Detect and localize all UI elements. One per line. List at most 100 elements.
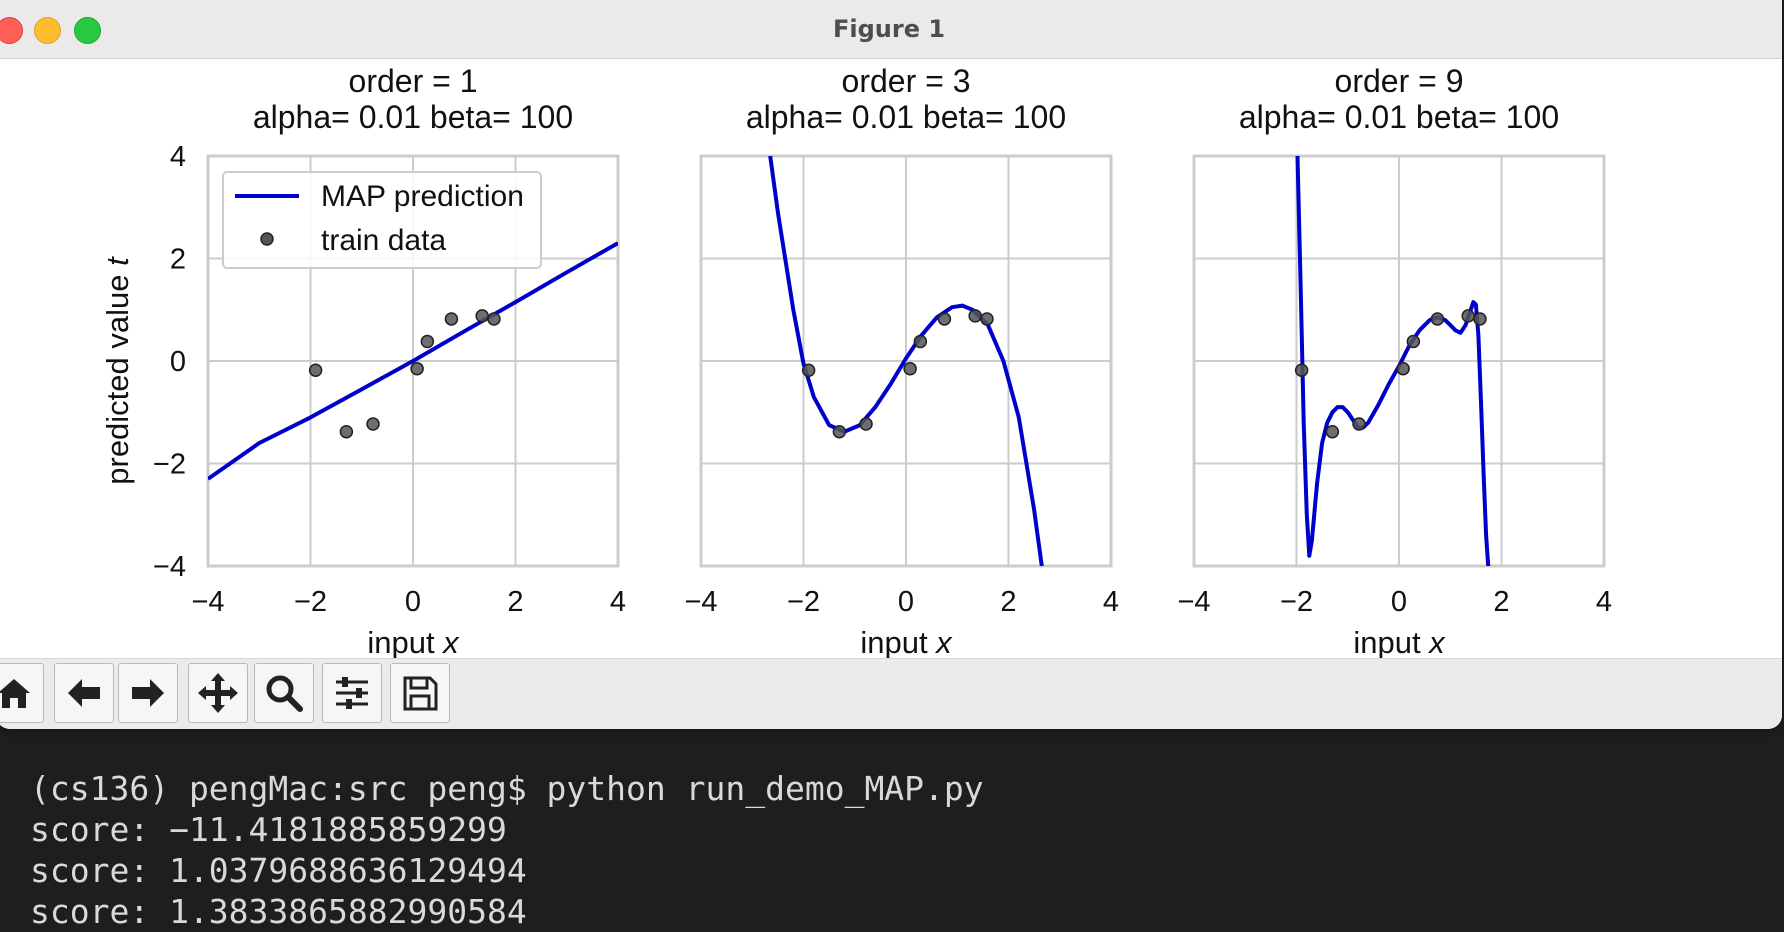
legend-label: train data — [321, 224, 446, 257]
arrow-right-icon — [132, 679, 164, 707]
y-tick-label: −4 — [153, 551, 186, 583]
y-tick-label: 2 — [170, 244, 186, 276]
x-tick-label: −2 — [1280, 586, 1313, 618]
x-axis-label: input x — [1353, 625, 1446, 658]
y-tick-label: 0 — [170, 346, 186, 378]
train-data-point — [1294, 363, 1309, 377]
move-icon — [198, 673, 238, 713]
train-data-point — [339, 424, 354, 439]
arrow-left-icon — [68, 679, 100, 707]
x-tick-label: 2 — [1000, 586, 1016, 618]
terminal-line: (cs136) pengMac:src peng$ python run_dem… — [30, 769, 984, 808]
save-figure-button[interactable] — [390, 663, 450, 723]
map-prediction-line — [1295, 156, 1491, 566]
train-data-point — [1325, 424, 1340, 439]
subplot-title-line1: order = 1 — [349, 63, 478, 99]
subplot-2 — [699, 154, 1113, 568]
x-axis-label-var: x — [441, 625, 460, 658]
subplot-title-line2: alpha= 0.01 beta= 100 — [1239, 99, 1559, 135]
subplot-title-line1: order = 9 — [1335, 63, 1464, 99]
home-button[interactable] — [0, 663, 44, 723]
x-tick-label: 2 — [1493, 586, 1509, 618]
y-axis-label-text: predicted value — [100, 266, 135, 485]
train-data-point — [859, 417, 873, 431]
train-data-point — [913, 334, 928, 349]
x-axis-label: input x — [367, 625, 460, 658]
x-tick-label: −2 — [294, 586, 327, 618]
train-data-point — [903, 361, 917, 376]
subplot-3 — [1192, 154, 1606, 568]
train-data-point — [1352, 417, 1366, 431]
pan-button[interactable] — [188, 663, 248, 723]
train-data-point — [308, 363, 323, 377]
figure-window: Figure 1 order = 1 alpha= 0.01 beta= 100−… — [0, 0, 1782, 729]
y-axis-label: predicted value t — [100, 256, 135, 485]
window-title: Figure 1 — [832, 15, 946, 43]
x-axis-label-text: input — [1353, 625, 1429, 658]
magnifier-icon — [266, 675, 303, 712]
train-data-point — [366, 417, 380, 431]
x-tick-label: 0 — [1391, 586, 1407, 618]
close-button[interactable] — [0, 17, 23, 44]
x-tick-label: −4 — [1177, 586, 1210, 618]
x-axis-label-text: input — [860, 625, 936, 658]
title-bar[interactable]: Figure 1 — [0, 0, 1782, 59]
legend-point-swatch — [260, 232, 274, 246]
y-tick-label: 4 — [170, 141, 186, 173]
subplot-title-line2: alpha= 0.01 beta= 100 — [746, 99, 1066, 135]
y-axis-label-var: t — [100, 256, 135, 266]
x-tick-label: −2 — [787, 586, 820, 618]
x-tick-label: 4 — [610, 586, 626, 618]
train-data-point — [1430, 312, 1445, 326]
x-tick-label: 0 — [405, 586, 421, 618]
train-data-point — [832, 424, 847, 439]
minimize-button[interactable] — [34, 17, 61, 44]
train-data-point — [968, 309, 982, 323]
train-data-point — [420, 334, 435, 349]
back-button[interactable] — [54, 663, 114, 723]
x-axis-label-var: x — [934, 625, 953, 658]
train-data-point — [475, 309, 489, 323]
train-data-point — [487, 312, 501, 326]
x-tick-label: 2 — [507, 586, 523, 618]
axes-frame — [699, 154, 1113, 568]
train-data-point — [937, 312, 952, 326]
x-tick-label: 4 — [1596, 586, 1612, 618]
train-data-point — [1473, 312, 1487, 326]
home-icon — [0, 679, 30, 708]
x-axis-label-text: input — [367, 625, 443, 658]
x-tick-label: −4 — [191, 586, 224, 618]
axes-frame — [1192, 154, 1606, 568]
map-prediction-line — [208, 241, 618, 481]
zoom-button[interactable] — [254, 663, 314, 723]
floppy-disk-icon — [403, 676, 438, 711]
zoom-window-button[interactable] — [74, 17, 101, 44]
train-data-point — [1406, 334, 1421, 349]
subplot-title-line2: alpha= 0.01 beta= 100 — [253, 99, 573, 135]
subplot-title-line1: order = 3 — [842, 63, 971, 99]
x-axis-label-var: x — [1427, 625, 1446, 658]
x-tick-label: 0 — [898, 586, 914, 618]
terminal-line: score: 1.0379688636129494 — [30, 851, 527, 890]
train-data-point — [980, 312, 994, 326]
terminal-line: score: −11.4181885859299 — [30, 810, 507, 849]
legend-label: MAP prediction — [321, 180, 524, 213]
y-tick-label: −2 — [153, 449, 186, 481]
terminal-output: (cs136) pengMac:src peng$ python run_dem… — [30, 768, 984, 932]
terminal-line: score: 1.3833865882990584 — [30, 892, 527, 931]
sliders-icon — [336, 677, 368, 709]
axes-frame — [206, 154, 620, 568]
navigation-toolbar — [0, 658, 1782, 729]
x-axis-label: input x — [860, 625, 953, 658]
subplot-1 — [206, 154, 620, 568]
train-data-point — [410, 361, 424, 376]
configure-subplots-button[interactable] — [322, 663, 382, 723]
x-tick-label: −4 — [684, 586, 717, 618]
forward-button[interactable] — [118, 663, 178, 723]
train-data-point — [1461, 309, 1475, 323]
train-data-point — [801, 363, 816, 377]
train-data-point — [1396, 361, 1410, 376]
legend-box — [222, 171, 542, 269]
train-data-point — [444, 312, 459, 326]
